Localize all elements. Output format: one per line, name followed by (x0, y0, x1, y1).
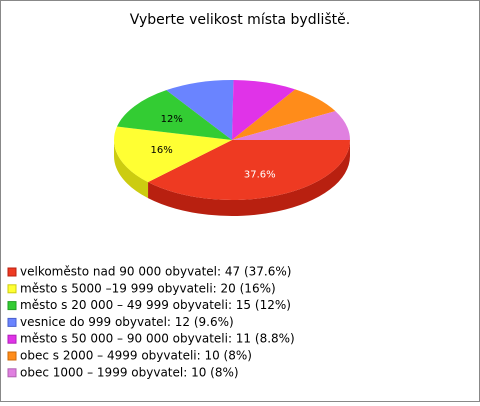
legend-label: město s 50 000 – 90 000 obyvateli: 11 (8… (20, 332, 295, 346)
slice (232, 80, 296, 140)
legend-swatch (7, 301, 17, 311)
slice (232, 111, 350, 140)
legend-label: vesnice do 999 obyvatel: 12 (9.6%) (20, 315, 234, 329)
slice (114, 126, 232, 183)
data-label: 16% (151, 145, 173, 156)
slice (232, 89, 336, 140)
legend-label: město s 5000 –19 999 obyvateli: 20 (16%) (20, 281, 276, 295)
slice (117, 90, 232, 140)
legend-swatch (7, 334, 17, 344)
legend-label: obec s 2000 – 4999 obyvateli: 10 (8%) (20, 349, 252, 363)
chart-title: Vyberte velikost místa bydliště. (130, 12, 350, 28)
legend-label: velkoměsto nad 90 000 obyvatel: 47 (37.6… (20, 265, 291, 279)
legend-swatch (7, 351, 17, 361)
slice (148, 140, 350, 201)
slice-side (148, 140, 350, 217)
legend-label: město s 20 000 – 49 999 obyvateli: 15 (1… (20, 298, 291, 312)
legend-swatch (7, 284, 17, 294)
data-label: 37.6% (244, 169, 276, 180)
slice (166, 80, 234, 140)
legend-swatch (7, 267, 17, 277)
legend-swatch (7, 317, 17, 327)
slice-side (114, 140, 149, 199)
legend-label: obec 1000 – 1999 obyvatel: 10 (8%) (20, 365, 239, 379)
legend-swatch (7, 368, 17, 378)
data-label: 12% (161, 114, 183, 125)
